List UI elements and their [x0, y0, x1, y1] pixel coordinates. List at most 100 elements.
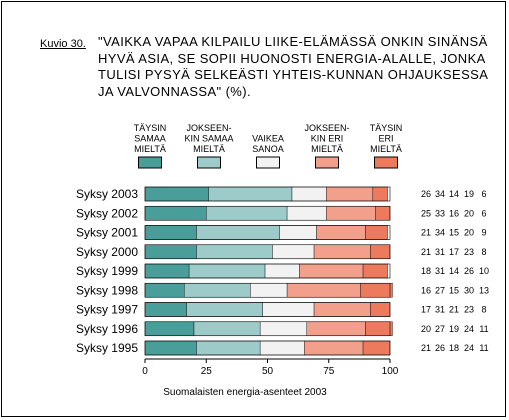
- value-labels: 26 34 14 19 6 25 33 16 20 6 21 34 15 20 9 21 31 17 23 8 18 31…: [421, 189, 489, 353]
- bar-segment: [144, 206, 207, 221]
- category-labels: Syksy 2003 Syksy 2002 Syksy 2001 Syksy 2000…: [76, 187, 138, 355]
- bar-segment: [144, 302, 187, 317]
- bar-segment: [299, 263, 364, 279]
- bar-segment: [360, 283, 393, 298]
- bar-segment: [144, 244, 197, 259]
- value-label: 15: [449, 285, 459, 295]
- value-label: 23: [464, 247, 474, 257]
- bar-segment: [144, 340, 197, 356]
- legend-label: SANOA: [252, 144, 284, 154]
- bar-segment: [250, 283, 288, 298]
- bar-segment: [316, 225, 366, 240]
- value-label: 14: [449, 189, 459, 199]
- value-label: 19: [464, 189, 474, 199]
- value-label: 31: [435, 266, 445, 276]
- category-label: Syksy 2001: [76, 226, 138, 240]
- bar-segment: [304, 340, 364, 356]
- legend-swatch: [374, 156, 398, 169]
- legend-label: JOKSEEN-: [186, 123, 231, 133]
- legend-label: TÄYSIN: [370, 123, 403, 133]
- category-label: Syksy 2000: [76, 245, 138, 259]
- value-label: 31: [435, 247, 445, 257]
- bar-segment: [264, 263, 300, 279]
- category-label: Syksy 1995: [76, 341, 138, 355]
- value-label: 33: [435, 208, 445, 218]
- value-label: 26: [435, 343, 445, 353]
- bar-segment: [365, 321, 393, 336]
- legend-label: KIN SAMAA: [184, 134, 233, 144]
- legend-label: MIELTÄ: [134, 144, 166, 154]
- category-label: Syksy 1999: [76, 264, 138, 278]
- value-label: 13: [479, 285, 489, 295]
- value-label: 16: [449, 208, 459, 218]
- value-label: 17: [449, 247, 459, 257]
- bar-segment: [370, 302, 391, 317]
- legend-label: TÄYSIN: [134, 123, 167, 133]
- legend-label: MIELTÄ: [370, 144, 402, 154]
- bar-segment: [279, 225, 317, 240]
- value-label: 23: [464, 305, 474, 315]
- legend-label: MIELTÄ: [311, 144, 343, 154]
- value-label: 6: [481, 208, 486, 218]
- value-label: 20: [464, 208, 474, 218]
- bar-outline: [144, 263, 391, 279]
- value-label: 24: [464, 324, 474, 334]
- value-label: 21: [421, 247, 431, 257]
- legend-swatch: [315, 156, 339, 169]
- category-label: Syksy 1996: [76, 322, 138, 336]
- bar-segment: [196, 244, 273, 259]
- value-label: 8: [481, 247, 486, 257]
- value-label: 34: [435, 189, 445, 199]
- x-axis-label: Suomalaisten energia-asenteet 2003: [163, 387, 327, 398]
- value-label: 19: [449, 324, 459, 334]
- value-label: 24: [464, 343, 474, 353]
- bar-segment: [375, 206, 391, 221]
- legend-swatch: [256, 156, 280, 169]
- bar-segment: [193, 321, 261, 336]
- bar-outline: [144, 321, 391, 337]
- bar-segment: [362, 340, 391, 356]
- legend-label: ERI: [378, 134, 393, 144]
- bar-outline: [144, 225, 391, 240]
- bars: [144, 186, 393, 356]
- category-label: Syksy 1998: [76, 283, 138, 297]
- bar-segment: [313, 302, 371, 317]
- value-label: 20: [421, 324, 431, 334]
- value-label: 6: [481, 189, 486, 199]
- bar-segment: [144, 263, 190, 279]
- bar-outline: [144, 282, 391, 298]
- bar-segment: [313, 244, 371, 259]
- bar-segment: [186, 302, 263, 317]
- value-label: 11: [479, 343, 488, 353]
- x-tick-label: 50: [262, 366, 274, 377]
- legend-label: KIN ERI: [311, 134, 344, 144]
- value-label: 27: [435, 324, 445, 334]
- x-tick-label: 0: [142, 366, 148, 377]
- value-label: 20: [464, 228, 474, 238]
- value-label: 34: [435, 228, 445, 238]
- value-label: 21: [421, 343, 431, 353]
- value-label: 25: [421, 208, 431, 218]
- category-label: Syksy 1997: [76, 303, 138, 317]
- bar-outline: [144, 186, 391, 202]
- bar-segment: [362, 263, 388, 279]
- x-axis: 0 25 50 75 100: [142, 358, 399, 377]
- bar-segment: [144, 283, 185, 298]
- bar-segment: [144, 225, 197, 240]
- bar-segment: [326, 186, 374, 202]
- value-label: 27: [435, 285, 445, 295]
- bar-segment: [372, 186, 388, 202]
- category-label: Syksy 2002: [76, 206, 138, 220]
- value-label: 8: [481, 305, 486, 315]
- bar-segment: [259, 321, 307, 336]
- bar-segment: [259, 340, 305, 356]
- legend-swatch: [138, 156, 162, 169]
- bar-segment: [326, 206, 376, 221]
- bar-segment: [286, 283, 361, 298]
- value-label: 21: [421, 228, 431, 238]
- value-label: 14: [449, 266, 459, 276]
- value-label: 9: [481, 228, 486, 238]
- bar-segment: [291, 186, 327, 202]
- value-label: 18: [421, 266, 431, 276]
